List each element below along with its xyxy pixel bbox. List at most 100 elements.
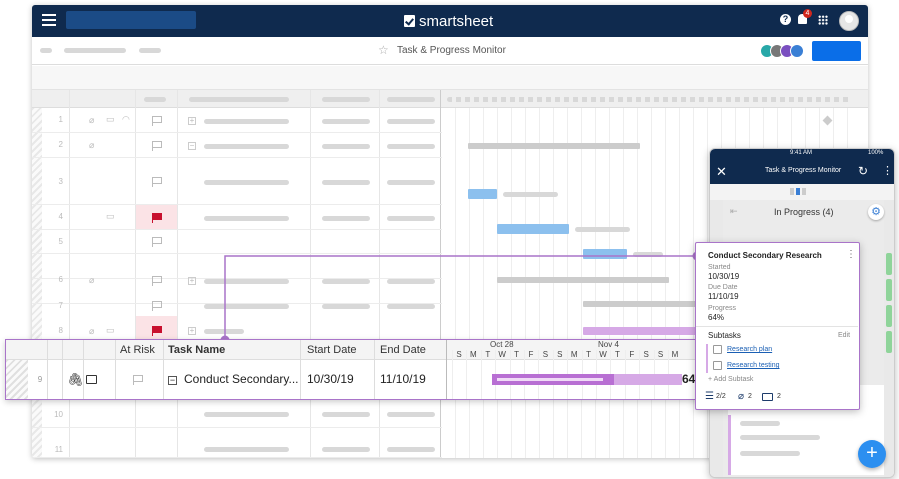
mobile-title: Task & Progress Monitor (765, 167, 842, 174)
gantt-bar[interactable] (497, 224, 569, 234)
end-date-header[interactable]: End Date (380, 344, 426, 356)
table-row[interactable] (32, 108, 442, 133)
subtask-link[interactable]: Research testing (727, 362, 780, 369)
gantt-bar[interactable] (468, 189, 497, 199)
gantt-bar[interactable] (468, 143, 640, 149)
attachment-icon[interactable]: 🖇 (67, 372, 84, 387)
day-label: W (498, 350, 506, 359)
expand-icon[interactable]: + (188, 116, 196, 125)
gantt-bar[interactable] (492, 374, 682, 385)
attachment-icon[interactable]: ⌀ (89, 140, 95, 150)
avatar[interactable] (839, 11, 859, 31)
subtask-checkbox[interactable] (713, 345, 722, 354)
divider (539, 108, 540, 458)
close-icon[interactable]: ✕ (716, 164, 727, 179)
star-icon[interactable]: ☆ (378, 43, 389, 57)
mobile-status-bar: 9:41 AM 100% (710, 149, 894, 159)
flag-icon[interactable] (152, 116, 162, 126)
placeholder (322, 97, 370, 102)
add-subtask-button[interactable]: + Add Subtask (708, 376, 754, 383)
gantt-progress-stripe (497, 378, 603, 381)
row-handle[interactable] (6, 360, 28, 399)
flag-icon[interactable] (152, 237, 162, 247)
divider (581, 108, 582, 458)
bell-icon[interactable] (798, 14, 807, 24)
table-row[interactable] (32, 428, 442, 458)
attachment-count: 2 (748, 393, 752, 400)
attachment-icon[interactable]: ⌀ (89, 275, 95, 285)
sheet-header (32, 37, 868, 65)
attachment-icon[interactable]: ⌀ (738, 391, 745, 402)
comment-icon[interactable] (86, 375, 97, 384)
attachment-icon[interactable]: ⌀ (89, 326, 95, 336)
flag-icon[interactable] (152, 141, 162, 151)
expand-icon[interactable]: + (188, 276, 196, 285)
placeholder (204, 144, 289, 149)
zoomed-row[interactable]: 9 🖇 At Risk Task Name − Conduct Secondar… (5, 339, 699, 400)
progress-value: 64% (708, 313, 725, 322)
placeholder (387, 119, 435, 124)
day-label: F (629, 350, 635, 359)
bell-icon[interactable]: ◠ (122, 114, 130, 124)
gantt-bar[interactable] (583, 327, 703, 335)
placeholder (322, 279, 370, 284)
table-row[interactable] (32, 133, 442, 158)
table-row[interactable] (32, 254, 442, 279)
comment-icon[interactable]: ▭ (106, 211, 115, 221)
end-date-cell[interactable]: 11/10/19 (380, 372, 426, 386)
share-button[interactable] (812, 41, 861, 61)
table-row[interactable] (32, 205, 442, 230)
search-bar[interactable] (66, 11, 196, 29)
avatar[interactable] (790, 44, 804, 58)
brand-name: smartsheet (419, 12, 494, 30)
menu-icon[interactable] (42, 14, 56, 26)
subtask-checkbox[interactable] (713, 361, 722, 370)
divider (177, 90, 178, 458)
divider (135, 90, 136, 458)
placeholder (387, 216, 435, 221)
settings-icon[interactable]: ⚙ (868, 204, 884, 220)
start-date-header[interactable]: Start Date (307, 344, 357, 356)
toolbar (32, 66, 868, 90)
at-risk-header[interactable]: At Risk (120, 344, 155, 356)
flag-icon[interactable] (152, 276, 162, 286)
collapse-icon[interactable]: − (168, 375, 177, 385)
gantt-bar[interactable] (583, 301, 703, 307)
lane-marker (886, 279, 892, 301)
flag-icon[interactable] (152, 301, 162, 311)
more-icon[interactable]: ⋮ (882, 165, 893, 177)
expand-icon[interactable]: + (188, 326, 196, 335)
task-name-header[interactable]: Task Name (168, 344, 226, 356)
refresh-icon[interactable]: ↻ (858, 164, 869, 178)
subtask-link[interactable]: Research plan (727, 346, 773, 353)
placeholder (387, 412, 435, 417)
flag-icon[interactable] (152, 177, 162, 187)
flag-icon[interactable] (152, 326, 162, 336)
gantt-bar[interactable] (497, 277, 669, 283)
task-name-cell[interactable]: Conduct Secondary... (184, 372, 299, 386)
flag-icon[interactable] (152, 213, 162, 223)
zoom-header (6, 340, 698, 360)
table-row[interactable] (32, 403, 442, 428)
table-row[interactable] (32, 279, 442, 304)
comment-icon[interactable]: ▭ (106, 325, 115, 335)
edit-link[interactable]: Edit (838, 332, 851, 339)
divider (452, 350, 453, 399)
gantt-bar[interactable] (583, 249, 627, 259)
attachment-icon[interactable]: ⌀ (89, 115, 95, 125)
table-row[interactable] (32, 158, 442, 205)
apps-grid-icon[interactable] (818, 15, 828, 25)
progress-value: 64% (682, 372, 698, 386)
help-icon[interactable]: ? (780, 14, 791, 25)
comment-icon[interactable] (762, 393, 773, 401)
divider (374, 340, 375, 399)
collapse-icon[interactable]: − (188, 141, 196, 150)
table-row[interactable] (32, 230, 442, 254)
comment-icon[interactable]: ▭ (106, 114, 115, 124)
more-icon[interactable]: ⋮ (846, 249, 856, 260)
add-button[interactable]: + (858, 440, 886, 468)
start-date-cell[interactable]: 10/30/19 (307, 372, 354, 386)
flag-icon[interactable] (133, 375, 143, 385)
back-arrow-icon[interactable]: ⇤ (730, 206, 738, 216)
task-detail-card[interactable]: Conduct Secondary Research ⋮ Started 10/… (695, 242, 860, 410)
